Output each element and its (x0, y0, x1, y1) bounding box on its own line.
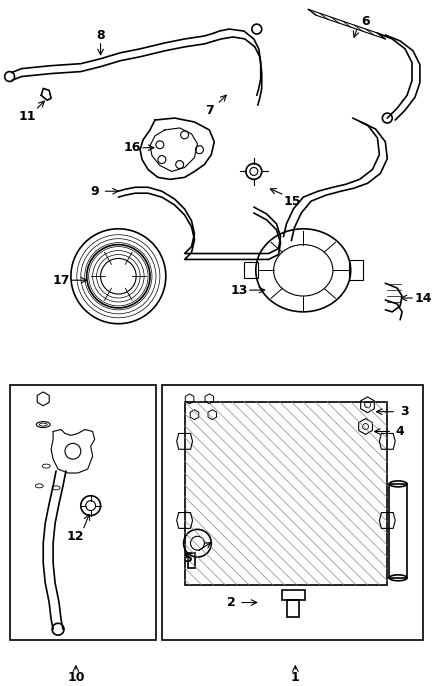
Text: 5: 5 (184, 552, 193, 565)
Text: 7: 7 (205, 104, 214, 117)
Bar (10, 385, 156, 640)
Text: 13: 13 (230, 283, 248, 296)
Bar (349, 261, 362, 280)
Text: 4: 4 (396, 425, 404, 438)
Bar (389, 484, 407, 578)
Text: 11: 11 (19, 110, 36, 123)
Text: 16: 16 (124, 141, 141, 154)
Bar (244, 263, 258, 279)
Text: 15: 15 (284, 195, 301, 208)
Text: 17: 17 (52, 274, 70, 287)
Text: 6: 6 (361, 14, 370, 27)
Bar (287, 600, 299, 617)
Text: 1: 1 (291, 671, 300, 684)
Text: 3: 3 (400, 405, 408, 418)
Text: 14: 14 (414, 292, 432, 305)
Bar (184, 402, 387, 584)
Text: 12: 12 (66, 530, 84, 543)
Bar (187, 553, 195, 568)
Bar (162, 385, 423, 640)
Text: 10: 10 (67, 671, 85, 684)
Bar (282, 590, 305, 600)
Text: 9: 9 (90, 185, 99, 198)
Text: 2: 2 (227, 596, 236, 609)
Text: 8: 8 (96, 29, 105, 42)
